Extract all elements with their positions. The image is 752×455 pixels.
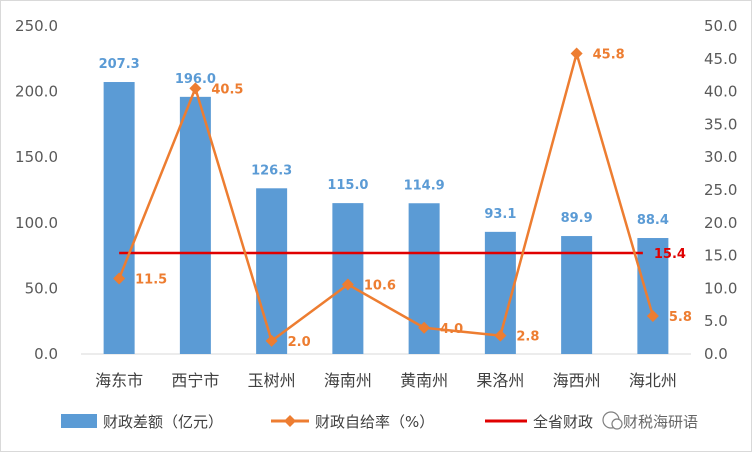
province-average-label: 15.4 <box>654 247 686 262</box>
bar-value-label: 89.9 <box>561 211 593 226</box>
rate-marker <box>341 278 354 291</box>
legend-bar-swatch <box>61 414 97 428</box>
left-tick-label: 0.0 <box>34 345 58 363</box>
bar-value-label: 115.0 <box>327 178 368 193</box>
right-tick-label: 10.0 <box>704 279 737 297</box>
bar <box>256 188 288 354</box>
category-label: 西宁市 <box>171 371 219 390</box>
rate-marker <box>646 309 659 322</box>
rate-line <box>117 52 655 343</box>
rate-value-label: 11.5 <box>135 273 167 288</box>
bar-series <box>103 82 669 355</box>
watermark-text: 财税海研语 <box>623 413 698 431</box>
right-tick-label: 15.0 <box>704 247 737 265</box>
rate-line-series <box>113 47 659 347</box>
legend-avg-label: 全省财政 <box>533 413 593 431</box>
category-axis-labels: 海东市 西宁市 玉树州 海南州 黄南州 果洛州 海西州 海北州 <box>95 371 677 390</box>
bar-value-label: 196.0 <box>175 72 216 87</box>
legend-rate-label: 财政自给率（%） <box>315 413 434 431</box>
rate-marker <box>113 272 126 285</box>
bar <box>561 236 593 354</box>
category-label: 海西州 <box>553 371 601 390</box>
rate-value-label: 2.0 <box>288 335 311 350</box>
left-tick-label: 100.0 <box>15 214 58 232</box>
bar-value-label: 114.9 <box>404 178 445 193</box>
bar-value-label: 93.1 <box>484 207 516 222</box>
bar <box>103 82 135 354</box>
wechat-logo-icon-bubble <box>611 418 623 430</box>
right-tick-label: 5.0 <box>704 312 728 330</box>
rate-marker <box>265 334 278 347</box>
left-y-axis: 0.0 50.0 100.0 150.0 200.0 250.0 <box>15 17 58 363</box>
left-tick-label: 200.0 <box>15 83 58 101</box>
rate-marker <box>570 47 583 60</box>
legend: 财政差额（亿元） 财政自给率（%） 全省财政 <box>61 413 593 431</box>
rate-value-label: 45.8 <box>593 48 625 63</box>
rate-value-label: 2.8 <box>516 330 539 345</box>
bar-value-label: 88.4 <box>637 213 669 228</box>
rate-value-label: 4.0 <box>440 322 463 337</box>
category-label: 玉树州 <box>248 371 296 390</box>
right-tick-label: 0.0 <box>704 345 728 363</box>
category-label: 海东市 <box>95 371 143 390</box>
category-label: 果洛州 <box>476 371 524 390</box>
bar <box>637 238 669 354</box>
right-tick-label: 25.0 <box>704 181 737 199</box>
data-labels: 207.3 196.0 126.3 115.0 114.9 93.1 89.9 88.4 15.… <box>99 48 692 350</box>
left-tick-label: 250.0 <box>15 17 58 35</box>
legend-rate-swatch-marker <box>284 415 296 427</box>
rate-marker <box>189 82 202 95</box>
category-label: 海南州 <box>324 371 372 390</box>
right-tick-label: 45.0 <box>704 50 737 68</box>
rate-value-label: 40.5 <box>211 82 243 97</box>
right-y-axis: 0.0 5.0 10.0 15.0 20.0 25.0 30.0 35.0 40.0 45.0 50… <box>704 17 737 363</box>
watermark: 财税海研语 <box>602 411 698 431</box>
rate-marker <box>494 329 507 342</box>
bar-value-label: 126.3 <box>251 163 292 178</box>
right-tick-label: 30.0 <box>704 148 737 166</box>
right-tick-label: 35.0 <box>704 115 737 133</box>
bar <box>179 96 211 355</box>
legend-bar-label: 财政差额（亿元） <box>103 413 223 431</box>
rate-value-label: 10.6 <box>364 278 396 293</box>
left-tick-label: 50.0 <box>25 279 58 297</box>
category-label: 黄南州 <box>400 371 448 390</box>
category-label: 海北州 <box>629 371 677 390</box>
right-tick-label: 50.0 <box>704 17 737 35</box>
right-tick-label: 20.0 <box>704 214 737 232</box>
rate-marker <box>418 321 431 334</box>
bar-value-label: 207.3 <box>99 57 140 72</box>
left-tick-label: 150.0 <box>15 148 58 166</box>
right-tick-label: 40.0 <box>704 83 737 101</box>
rate-value-label: 5.8 <box>669 310 692 325</box>
